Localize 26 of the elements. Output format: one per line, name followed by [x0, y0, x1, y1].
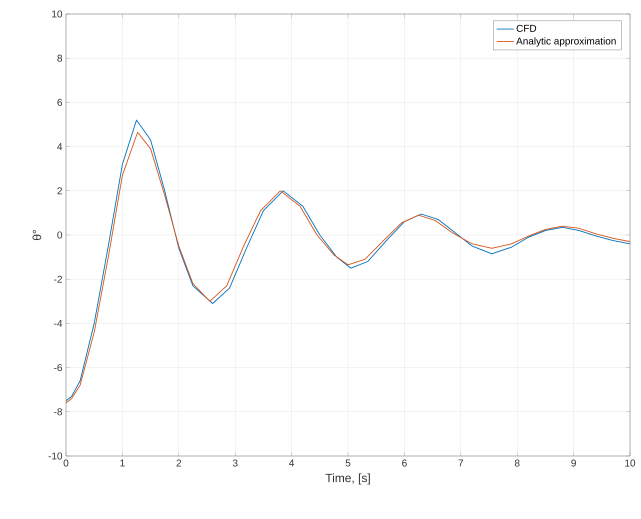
- y-tick-label: -6: [54, 364, 62, 372]
- y-tick-label: 2: [57, 187, 62, 194]
- x-tick-label: 1: [120, 460, 125, 466]
- x-tick-label: 0: [64, 460, 68, 467]
- x-tick-label: 7: [458, 460, 464, 466]
- x-tick-label: 2: [176, 460, 182, 466]
- x-axis-title: Time, [s]: [326, 473, 370, 485]
- y-tick-label: 10: [52, 10, 62, 18]
- x-tick-label: 6: [402, 460, 407, 467]
- y-tick-label: 4: [57, 143, 62, 150]
- y-tick-label: 8: [57, 54, 62, 62]
- x-tick-label: 4: [289, 460, 294, 466]
- x-tick-label: 9: [571, 460, 576, 467]
- y-tick-label: -10: [48, 452, 62, 460]
- y-tick-label: -2: [54, 276, 62, 283]
- x-tick-label: 10: [625, 460, 636, 467]
- legend-label: Analytic approximation: [516, 37, 616, 47]
- y-tick-label: -4: [54, 320, 62, 327]
- y-tick-label: 0: [57, 231, 62, 239]
- x-tick-label: 5: [346, 460, 350, 466]
- y-tick-label: -8: [54, 408, 62, 416]
- y-tick-label: 6: [57, 98, 62, 106]
- legend-label: CFD: [516, 24, 536, 32]
- x-tick-label: 8: [514, 460, 520, 467]
- y-axis-title: θ°: [32, 230, 42, 240]
- x-tick-label: 3: [232, 460, 238, 467]
